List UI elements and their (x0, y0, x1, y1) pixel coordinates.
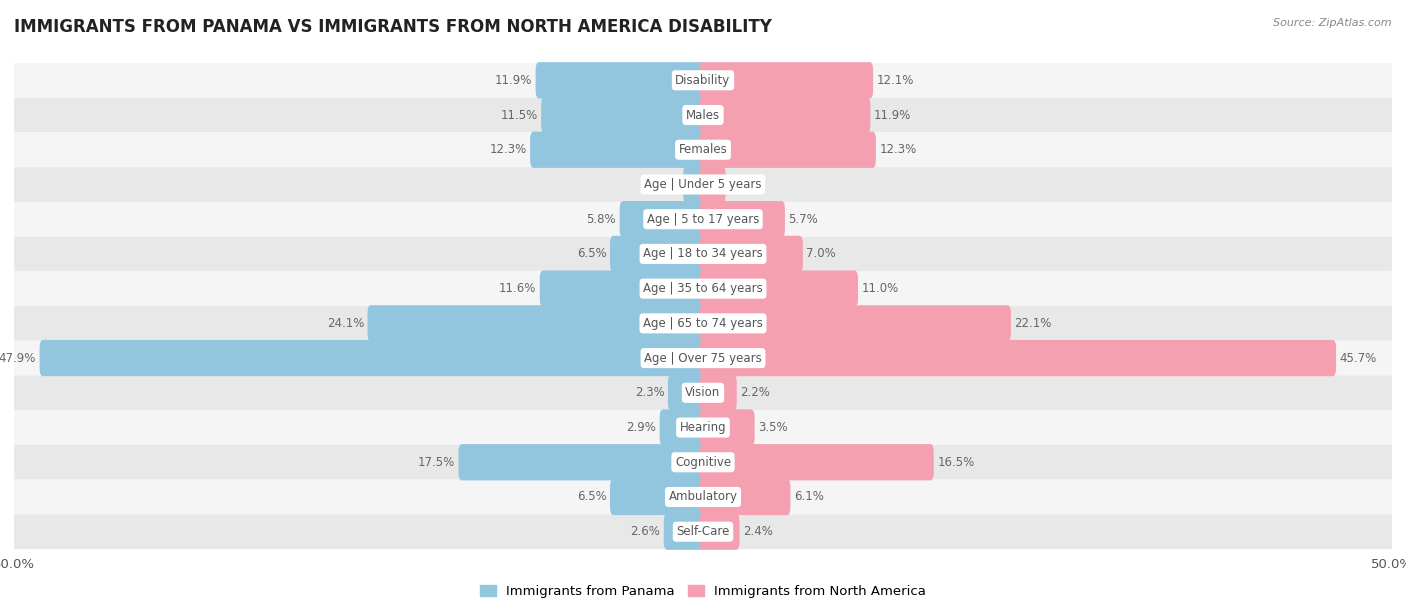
Text: 5.8%: 5.8% (586, 213, 616, 226)
Text: 12.3%: 12.3% (879, 143, 917, 156)
FancyBboxPatch shape (700, 236, 803, 272)
FancyBboxPatch shape (14, 341, 1392, 375)
FancyBboxPatch shape (540, 271, 706, 307)
FancyBboxPatch shape (14, 63, 1392, 98)
FancyBboxPatch shape (14, 132, 1392, 167)
Text: Age | 5 to 17 years: Age | 5 to 17 years (647, 213, 759, 226)
Text: 2.9%: 2.9% (626, 421, 657, 434)
FancyBboxPatch shape (683, 166, 706, 203)
FancyBboxPatch shape (700, 375, 737, 411)
FancyBboxPatch shape (367, 305, 706, 341)
Text: Self-Care: Self-Care (676, 525, 730, 538)
FancyBboxPatch shape (14, 375, 1392, 410)
FancyBboxPatch shape (610, 479, 706, 515)
Text: 11.0%: 11.0% (862, 282, 898, 295)
Text: 6.1%: 6.1% (794, 490, 824, 504)
Text: Source: ZipAtlas.com: Source: ZipAtlas.com (1274, 18, 1392, 28)
Text: 11.6%: 11.6% (499, 282, 536, 295)
Text: Females: Females (679, 143, 727, 156)
Text: Age | 35 to 64 years: Age | 35 to 64 years (643, 282, 763, 295)
FancyBboxPatch shape (700, 166, 725, 203)
FancyBboxPatch shape (14, 514, 1392, 549)
FancyBboxPatch shape (536, 62, 706, 99)
Text: 1.2%: 1.2% (650, 178, 679, 191)
Text: 17.5%: 17.5% (418, 456, 456, 469)
FancyBboxPatch shape (668, 375, 706, 411)
FancyBboxPatch shape (14, 98, 1392, 132)
FancyBboxPatch shape (700, 409, 755, 446)
FancyBboxPatch shape (14, 202, 1392, 237)
Text: 11.5%: 11.5% (501, 108, 537, 122)
Text: Disability: Disability (675, 74, 731, 87)
Text: Age | Under 5 years: Age | Under 5 years (644, 178, 762, 191)
Text: Age | 18 to 34 years: Age | 18 to 34 years (643, 247, 763, 261)
FancyBboxPatch shape (14, 271, 1392, 306)
Text: Hearing: Hearing (679, 421, 727, 434)
Text: 5.7%: 5.7% (789, 213, 818, 226)
FancyBboxPatch shape (659, 409, 706, 446)
FancyBboxPatch shape (14, 237, 1392, 271)
FancyBboxPatch shape (700, 97, 870, 133)
Text: 2.3%: 2.3% (634, 386, 665, 399)
Text: Males: Males (686, 108, 720, 122)
Text: 11.9%: 11.9% (495, 74, 531, 87)
Text: 2.4%: 2.4% (742, 525, 773, 538)
FancyBboxPatch shape (700, 132, 876, 168)
Text: 2.2%: 2.2% (740, 386, 770, 399)
Text: Cognitive: Cognitive (675, 456, 731, 469)
FancyBboxPatch shape (458, 444, 706, 480)
Text: 2.6%: 2.6% (630, 525, 661, 538)
Text: 3.5%: 3.5% (758, 421, 787, 434)
Text: 22.1%: 22.1% (1014, 317, 1052, 330)
Legend: Immigrants from Panama, Immigrants from North America: Immigrants from Panama, Immigrants from … (474, 580, 932, 603)
FancyBboxPatch shape (700, 444, 934, 480)
Text: 11.9%: 11.9% (875, 108, 911, 122)
Text: 12.1%: 12.1% (876, 74, 914, 87)
FancyBboxPatch shape (700, 62, 873, 99)
Text: 47.9%: 47.9% (0, 351, 37, 365)
Text: Age | 65 to 74 years: Age | 65 to 74 years (643, 317, 763, 330)
Text: 12.3%: 12.3% (489, 143, 527, 156)
Text: 24.1%: 24.1% (326, 317, 364, 330)
FancyBboxPatch shape (530, 132, 706, 168)
FancyBboxPatch shape (14, 410, 1392, 445)
FancyBboxPatch shape (700, 271, 858, 307)
Text: 45.7%: 45.7% (1340, 351, 1376, 365)
FancyBboxPatch shape (700, 513, 740, 550)
FancyBboxPatch shape (14, 167, 1392, 202)
Text: Ambulatory: Ambulatory (668, 490, 738, 504)
FancyBboxPatch shape (14, 306, 1392, 341)
FancyBboxPatch shape (700, 340, 1336, 376)
Text: 1.4%: 1.4% (730, 178, 759, 191)
FancyBboxPatch shape (541, 97, 706, 133)
FancyBboxPatch shape (700, 201, 785, 237)
FancyBboxPatch shape (14, 445, 1392, 480)
Text: 6.5%: 6.5% (576, 247, 606, 261)
Text: Age | Over 75 years: Age | Over 75 years (644, 351, 762, 365)
FancyBboxPatch shape (700, 479, 790, 515)
FancyBboxPatch shape (620, 201, 706, 237)
FancyBboxPatch shape (39, 340, 706, 376)
FancyBboxPatch shape (700, 305, 1011, 341)
Text: 16.5%: 16.5% (938, 456, 974, 469)
Text: 6.5%: 6.5% (576, 490, 606, 504)
Text: Vision: Vision (685, 386, 721, 399)
FancyBboxPatch shape (664, 513, 706, 550)
FancyBboxPatch shape (610, 236, 706, 272)
Text: 7.0%: 7.0% (807, 247, 837, 261)
Text: IMMIGRANTS FROM PANAMA VS IMMIGRANTS FROM NORTH AMERICA DISABILITY: IMMIGRANTS FROM PANAMA VS IMMIGRANTS FRO… (14, 18, 772, 36)
FancyBboxPatch shape (14, 480, 1392, 514)
